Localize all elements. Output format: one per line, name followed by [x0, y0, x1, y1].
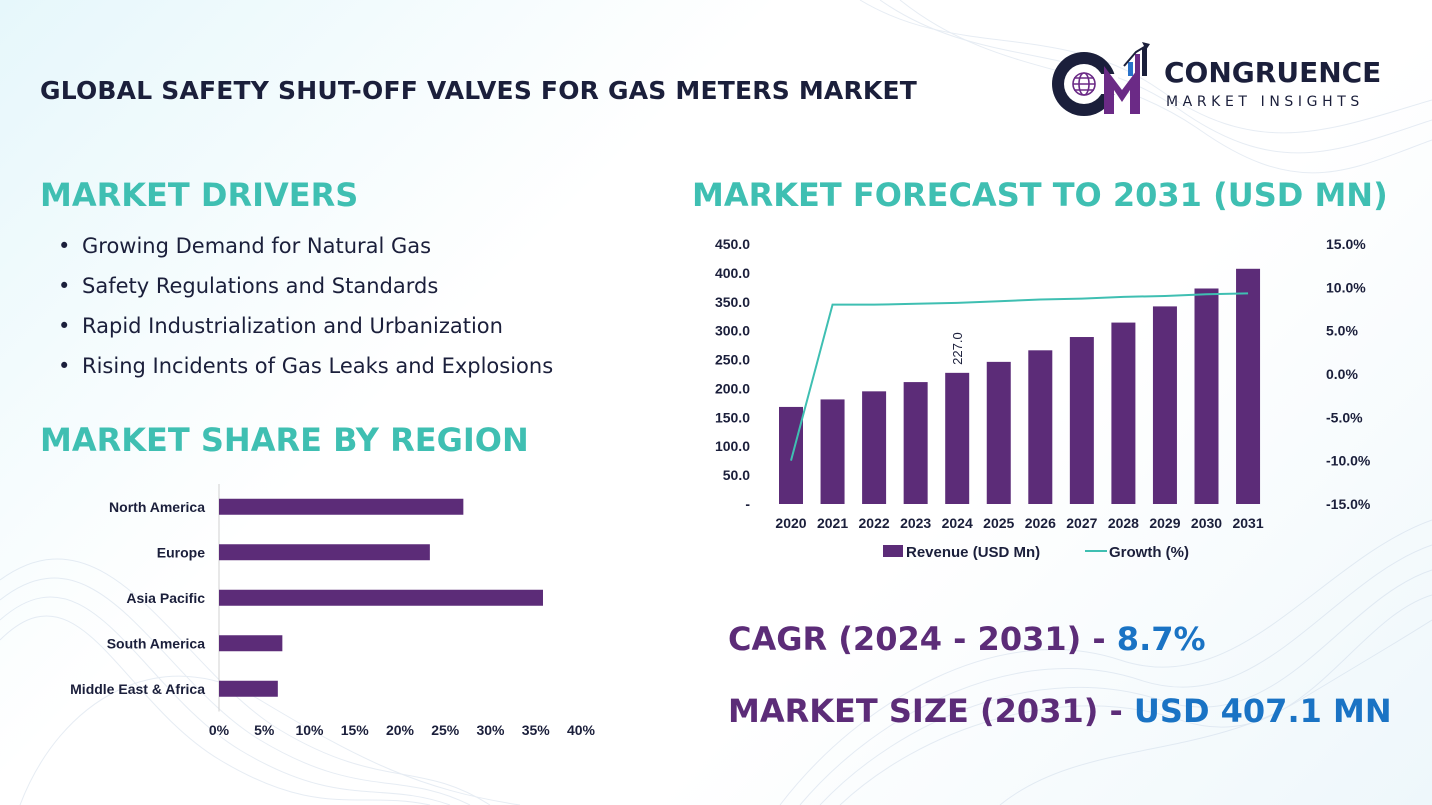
- market-share-heading: MARKET SHARE BY REGION: [40, 421, 529, 459]
- revenue-bar: [1152, 306, 1177, 504]
- forecast-y-tick: 450.0: [715, 236, 750, 252]
- market-size-stat: MARKET SIZE (2031) - USD 407.1 MN: [728, 692, 1392, 730]
- driver-item: Rapid Industrialization and Urbanization: [58, 306, 553, 346]
- forecast-x-tick: 2028: [1108, 515, 1139, 531]
- revenue-bar: [1111, 322, 1136, 504]
- forecast-y-tick: 150.0: [715, 409, 750, 425]
- forecast-x-tick: 2026: [1025, 515, 1056, 531]
- revenue-bar: [779, 406, 803, 504]
- market-drivers-heading: MARKET DRIVERS: [40, 176, 359, 214]
- revenue-data-label: 227.0: [950, 332, 965, 365]
- market-size-separator: -: [1098, 692, 1134, 730]
- market-size-label: MARKET SIZE (2031): [728, 692, 1099, 730]
- forecast-x-tick: 2023: [900, 515, 931, 531]
- region-category-label: North America: [109, 499, 205, 515]
- cagr-stat: CAGR (2024 - 2031) - 8.7%: [728, 620, 1206, 658]
- forecast-x-tick: 2024: [942, 515, 973, 531]
- revenue-bar: [1236, 268, 1261, 504]
- company-logo: CONGRUENCE MARKET INSIGHTS: [1046, 40, 1396, 118]
- cagr-separator: -: [1081, 620, 1117, 658]
- logo-mark-icon: [1052, 42, 1150, 116]
- forecast-y-tick: 50.0: [723, 467, 750, 483]
- region-x-tick: 10%: [295, 722, 324, 738]
- region-x-tick: 5%: [254, 722, 275, 738]
- forecast-y2-tick: 0.0%: [1326, 366, 1358, 382]
- cagr-label: CAGR (2024 - 2031): [728, 620, 1082, 658]
- forecast-y2-tick: 10.0%: [1326, 279, 1366, 295]
- forecast-x-tick: 2027: [1066, 515, 1097, 531]
- region-x-tick: 30%: [476, 722, 505, 738]
- region-x-tick: 0%: [209, 722, 230, 738]
- logo-subtitle: MARKET INSIGHTS: [1166, 94, 1364, 110]
- forecast-y-tick: 400.0: [715, 265, 750, 281]
- forecast-y-tick: 250.0: [715, 352, 750, 368]
- forecast-y-tick: 350.0: [715, 294, 750, 310]
- driver-item: Growing Demand for Natural Gas: [58, 226, 553, 266]
- forecast-y-tick: 300.0: [715, 323, 750, 339]
- region-x-tick: 25%: [431, 722, 460, 738]
- page-title: GLOBAL SAFETY SHUT-OFF VALVES FOR GAS ME…: [40, 76, 918, 105]
- region-x-tick: 15%: [341, 722, 370, 738]
- forecast-x-tick: 2025: [983, 515, 1014, 531]
- legend-revenue-swatch: [883, 545, 903, 557]
- forecast-y-tick: 100.0: [715, 438, 750, 454]
- forecast-x-tick: 2022: [859, 515, 890, 531]
- region-x-tick: 40%: [567, 722, 596, 738]
- region-x-tick: 35%: [522, 722, 551, 738]
- forecast-y-tick: -: [745, 496, 750, 512]
- region-bar: [219, 589, 543, 606]
- forecast-x-tick: 2031: [1232, 515, 1263, 531]
- market-size-value: USD 407.1 MN: [1133, 692, 1392, 730]
- region-category-label: Middle East & Africa: [70, 681, 205, 697]
- growth-line: [790, 292, 1249, 461]
- market-drivers-list: Growing Demand for Natural Gas Safety Re…: [58, 226, 553, 386]
- region-category-label: Asia Pacific: [126, 590, 205, 606]
- revenue-bar: [1194, 288, 1219, 504]
- region-category-label: Europe: [157, 544, 205, 560]
- forecast-x-tick: 2030: [1191, 515, 1222, 531]
- region-x-tick: 20%: [386, 722, 415, 738]
- forecast-x-tick: 2021: [817, 515, 848, 531]
- forecast-x-tick: 2020: [775, 515, 806, 531]
- revenue-bar: [820, 399, 845, 504]
- market-forecast-heading: MARKET FORECAST TO 2031 (USD MN): [692, 176, 1388, 214]
- forecast-x-tick: 2029: [1149, 515, 1180, 531]
- logo-name: CONGRUENCE: [1164, 56, 1382, 89]
- revenue-bar: [945, 372, 970, 504]
- region-category-label: South America: [107, 635, 205, 651]
- revenue-bar: [1028, 350, 1053, 504]
- driver-item: Safety Regulations and Standards: [58, 266, 553, 306]
- forecast-y2-tick: -10.0%: [1326, 453, 1371, 469]
- region-bar: [219, 498, 464, 515]
- region-bar: [219, 635, 283, 652]
- driver-item: Rising Incidents of Gas Leaks and Explos…: [58, 346, 553, 386]
- region-bar: [219, 544, 430, 561]
- legend-growth-label: Growth (%): [1109, 544, 1189, 561]
- cagr-value: 8.7%: [1116, 620, 1206, 658]
- forecast-y2-tick: 15.0%: [1326, 236, 1366, 252]
- revenue-bar: [986, 361, 1011, 504]
- revenue-bar: [862, 391, 887, 504]
- forecast-y2-tick: 5.0%: [1326, 323, 1358, 339]
- revenue-bar: [903, 382, 928, 504]
- legend-revenue-label: Revenue (USD Mn): [906, 544, 1040, 561]
- forecast-y2-tick: -5.0%: [1326, 409, 1363, 425]
- revenue-bar: [1069, 337, 1094, 504]
- forecast-y2-tick: -15.0%: [1326, 496, 1371, 512]
- region-bar: [219, 680, 278, 697]
- forecast-y-tick: 200.0: [715, 380, 750, 396]
